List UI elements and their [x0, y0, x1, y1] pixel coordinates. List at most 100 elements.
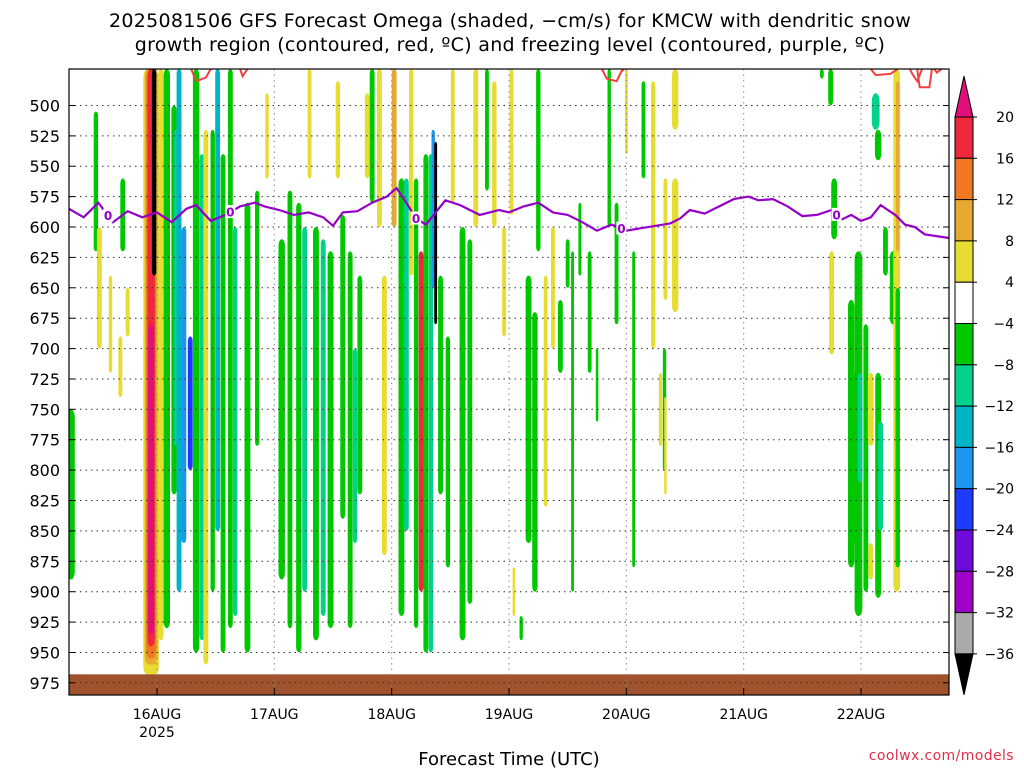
omega-cell [632, 251, 636, 568]
freezing-label-bg [225, 205, 236, 218]
y-tick-label: 750 [29, 400, 60, 419]
colorbar: 20 16 12 8 4 −4 −8 −12 −16 −20 −24 −28 −32 −36 [954, 75, 1014, 696]
y-tick-label: 725 [29, 370, 60, 389]
colorbar-label: −24 [984, 523, 1014, 539]
omega-cell [485, 69, 489, 191]
freezing-level-contour: 0 0 0 0 0 [69, 186, 949, 240]
omega-cell [434, 141, 438, 325]
freezing-label-bg [616, 221, 627, 235]
omega-cell [423, 154, 429, 653]
omega-cell [148, 324, 155, 635]
omega-cell [587, 251, 592, 373]
omega-cell [173, 129, 178, 446]
colorbar-label: −28 [984, 564, 1014, 580]
omega-cell [307, 69, 312, 179]
omega-cell [492, 81, 497, 228]
omega-cell [571, 251, 574, 592]
omega-cell [403, 178, 409, 531]
y-tick-label: 800 [29, 461, 60, 480]
colorbar-bin [954, 281, 974, 325]
soil-band-fill [69, 674, 949, 695]
omega-cell [278, 239, 285, 580]
omega-cell [340, 214, 346, 519]
x-tick-label: 21AUG [719, 707, 768, 723]
omega-cell [335, 81, 341, 179]
omega-cell [607, 69, 611, 227]
omega-cell [210, 129, 215, 592]
omega-cell [381, 275, 387, 556]
y-tick-label: 575 [29, 188, 60, 207]
colorbar-label: 4 [1005, 275, 1014, 291]
y-tick-label: 675 [29, 309, 60, 328]
colorbar-bin [954, 529, 974, 572]
grid [69, 69, 949, 695]
colorbar-label: −32 [984, 606, 1014, 622]
colorbar-bin [954, 157, 974, 201]
omega-cell [450, 69, 455, 203]
omega-cell [614, 202, 619, 325]
omega-cell [233, 227, 238, 616]
colorbar-label: −8 [993, 358, 1014, 374]
omega-cell [418, 251, 424, 592]
omega-cell [536, 69, 541, 252]
dendritic-contour [601, 69, 625, 83]
omega-cell [203, 129, 209, 665]
x-axis-title: Forecast Time (UTC) [418, 749, 599, 768]
omega-cell [895, 287, 900, 568]
omega-cell [565, 239, 570, 288]
colorbar-bin [954, 116, 974, 159]
x-tick-label: 19AUG [485, 707, 534, 723]
omega-cell [357, 275, 363, 495]
omega-cell [525, 275, 532, 543]
omega-cell [93, 111, 99, 252]
omega-cell [532, 312, 538, 592]
y-tick-label: 525 [29, 127, 60, 146]
omega-cell [863, 324, 869, 592]
soil-band [69, 674, 949, 695]
dendritic-contour [190, 69, 212, 83]
omega-cell [377, 69, 382, 227]
omega-cell [467, 239, 473, 604]
dendritic-region-contours [190, 69, 943, 89]
y-tick-label: 950 [29, 644, 60, 663]
omega-cell [519, 616, 523, 641]
omega-cell [176, 69, 182, 592]
omega-cell [658, 372, 663, 446]
omega-cell [874, 129, 882, 161]
y-tick-label: 775 [29, 431, 60, 450]
dendritic-contour [916, 69, 933, 89]
omega-cell [151, 69, 157, 276]
omega-cell [663, 178, 668, 300]
omega-cell [878, 421, 883, 531]
dendritic-contour [239, 69, 249, 79]
x-tick-sublabel: 2025 [139, 725, 175, 741]
colorbar-bin [954, 405, 974, 448]
colorbar-label: −16 [984, 440, 1014, 456]
colorbar-label: 20 [996, 110, 1014, 126]
omega-cell [445, 336, 451, 568]
colorbar-bin [954, 488, 974, 531]
omega-cell [473, 69, 479, 227]
omega-cell [624, 69, 628, 155]
omega-cell [868, 543, 874, 580]
omega-cell [828, 69, 834, 106]
colorbar-bin [954, 323, 974, 366]
freezing-level-label: 0 [617, 222, 625, 236]
colorbar-label: 16 [996, 151, 1014, 167]
y-tick-label: 825 [29, 492, 60, 511]
y-tick-label: 500 [29, 97, 60, 116]
y-tick-label: 975 [29, 674, 60, 693]
freezing-label-bg [831, 207, 842, 221]
freezing-level-label: 0 [412, 212, 420, 226]
omega-shading [69, 69, 901, 675]
y-tick-label: 625 [29, 248, 60, 267]
omega-cell [509, 69, 514, 215]
freezing-level-label: 0 [104, 209, 112, 223]
credit-text: coolwx.com/models [869, 748, 1014, 764]
omega-cell [181, 227, 187, 543]
colorbar-bin [954, 570, 974, 614]
dendritic-contour [933, 69, 943, 75]
freezing-level-label: 0 [832, 208, 840, 222]
omega-cell [543, 275, 548, 507]
colorbar-bin [954, 240, 974, 283]
